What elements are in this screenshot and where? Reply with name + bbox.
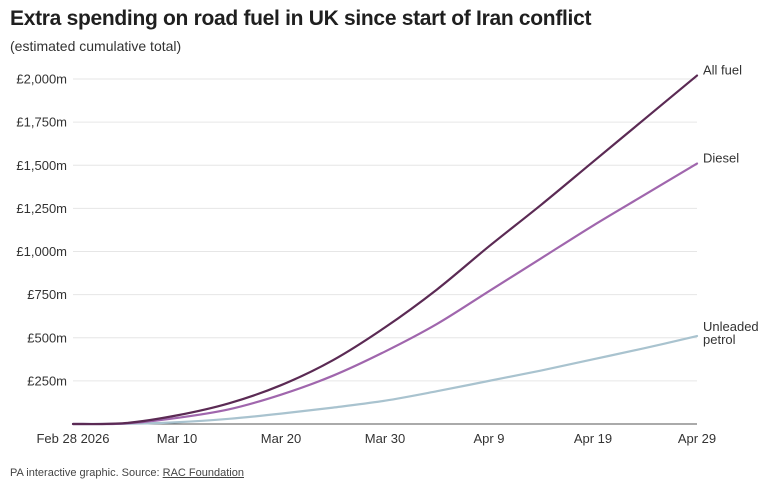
y-tick-label: £250m: [27, 373, 67, 388]
x-axis-tick-labels: Feb 28 2026 Mar 10 Mar 20 Mar 30 Apr 9 Apr 19…: [36, 431, 716, 446]
y-tick-label: £1,250m: [16, 201, 67, 216]
x-tick-label: Apr 9: [473, 431, 504, 446]
chart-subtitle: (estimated cumulative total): [10, 38, 182, 54]
y-tick-label: £1,000m: [16, 244, 67, 259]
y-axis-tick-labels: £250m £500m £750m £1,000m £1,250m £1,500m £1,7…: [16, 72, 67, 389]
footer-credit: PA interactive graphic. Source:: [10, 467, 163, 479]
y-tick-label: £500m: [27, 330, 67, 345]
x-tick-label: Mar 20: [261, 431, 301, 446]
chart-title: Extra spending on road fuel in UK since …: [10, 7, 592, 30]
series-labels: All fuel Diesel Unleaded petrol: [703, 63, 759, 347]
x-tick-label: Mar 30: [365, 431, 405, 446]
series-line-unleaded: [71, 334, 699, 426]
series-line-all-fuel: [71, 74, 699, 426]
y-tick-label: £1,500m: [16, 158, 67, 173]
series-line-diesel: [71, 162, 699, 426]
source-link[interactable]: RAC Foundation: [162, 467, 244, 479]
series-label-diesel: Diesel: [703, 151, 739, 166]
series-lines: [71, 74, 699, 426]
x-tick-label: Apr 19: [574, 431, 612, 446]
gridlines: [73, 78, 697, 425]
x-tick-label: Apr 29: [678, 431, 716, 446]
chart-footer: PA interactive graphic. Source: RAC Foun…: [10, 467, 244, 479]
x-tick-label: Mar 10: [157, 431, 197, 446]
y-tick-label: £2,000m: [16, 72, 67, 87]
x-tick-label: Feb 28 2026: [36, 431, 109, 446]
y-tick-label: £1,750m: [16, 115, 67, 130]
series-label-unleaded: Unleaded petrol: [703, 319, 759, 347]
y-tick-label: £750m: [27, 287, 67, 302]
series-label-all-fuel: All fuel: [703, 63, 742, 78]
